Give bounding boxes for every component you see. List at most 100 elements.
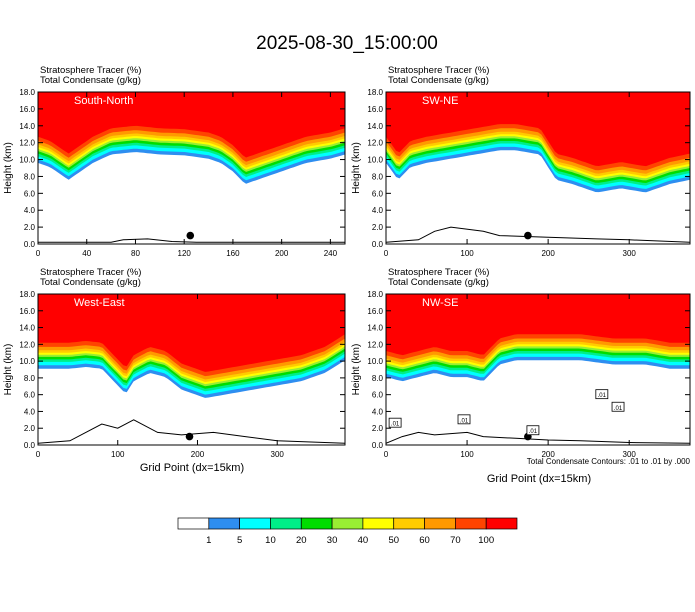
field-header-tracer: Stratosphere Tracer (%) bbox=[388, 65, 489, 76]
x-tick-label: 40 bbox=[82, 249, 91, 258]
colorbar-label: 60 bbox=[419, 535, 430, 546]
colorbar-label: 20 bbox=[296, 535, 307, 546]
contour-label: .01 bbox=[598, 393, 607, 399]
y-tick-label: 16.0 bbox=[19, 307, 35, 316]
colorbar-swatch bbox=[177, 517, 210, 530]
y-tick-label: 10.0 bbox=[19, 357, 35, 366]
tracer-field bbox=[38, 92, 345, 243]
plot-frame bbox=[385, 91, 691, 245]
contour-label: .01 bbox=[614, 406, 623, 412]
tracer-field bbox=[386, 294, 690, 444]
contour-label-box bbox=[457, 414, 471, 425]
field-header-condensate: Total Condensate (g/kg) bbox=[388, 277, 489, 288]
contour-label: .01 bbox=[529, 429, 538, 435]
x-tick-label: 200 bbox=[541, 450, 555, 459]
y-tick-label: 0.0 bbox=[24, 240, 36, 249]
y-tick-label: 4.0 bbox=[372, 206, 384, 215]
y-axis-label: Height (km) bbox=[3, 142, 14, 194]
y-tick-label: 16.0 bbox=[19, 105, 35, 114]
colorbar-label: 10 bbox=[265, 535, 276, 546]
location-marker bbox=[186, 231, 195, 240]
plot-frame bbox=[385, 293, 691, 446]
tracer-band bbox=[38, 294, 345, 372]
contour-label-box bbox=[388, 417, 402, 428]
y-tick-label: 8.0 bbox=[372, 374, 384, 383]
y-tick-label: 14.0 bbox=[19, 122, 35, 131]
contour-label-box bbox=[611, 401, 625, 412]
terrain-line bbox=[386, 431, 690, 444]
x-tick-label: 100 bbox=[460, 450, 474, 459]
y-tick-label: 6.0 bbox=[24, 391, 36, 400]
colorbar-label: 5 bbox=[237, 535, 242, 546]
location-marker bbox=[185, 432, 194, 441]
y-tick-label: 4.0 bbox=[24, 206, 36, 215]
field-header-condensate: Total Condensate (g/kg) bbox=[40, 277, 141, 288]
y-tick-label: 0.0 bbox=[372, 441, 384, 450]
y-tick-label: 8.0 bbox=[372, 172, 384, 181]
colorbar-label: 1 bbox=[206, 535, 211, 546]
y-tick-label: 4.0 bbox=[24, 407, 36, 416]
tracer-band bbox=[38, 92, 345, 158]
y-tick-label: 6.0 bbox=[372, 189, 384, 198]
panel-label: NW-SE bbox=[422, 297, 458, 309]
x-tick-label: 300 bbox=[623, 249, 637, 258]
figure-title: 2025-08-30_15:00:00 bbox=[256, 33, 438, 54]
panel-sw-ne: SW-NE Stratosphere Tracer (%)Total Conden… bbox=[351, 65, 691, 258]
colorbar-swatch bbox=[455, 517, 487, 530]
y-axis-label: Height (km) bbox=[351, 142, 362, 194]
field-header-tracer: Stratosphere Tracer (%) bbox=[388, 267, 489, 278]
y-tick-label: 4.0 bbox=[372, 407, 384, 416]
y-tick-label: 2.0 bbox=[372, 223, 384, 232]
y-tick-label: 12.0 bbox=[367, 340, 383, 349]
field-header-condensate: Total Condensate (g/kg) bbox=[388, 75, 489, 86]
y-tick-label: 14.0 bbox=[367, 122, 383, 131]
colorbar-label: 70 bbox=[450, 535, 461, 546]
y-axis-label: Height (km) bbox=[3, 344, 14, 396]
contour-label: .01 bbox=[391, 422, 400, 428]
x-tick-label: 0 bbox=[36, 450, 41, 459]
x-tick-label: 200 bbox=[191, 450, 205, 459]
y-tick-label: 18.0 bbox=[19, 88, 35, 97]
y-tick-label: 10.0 bbox=[367, 357, 383, 366]
x-tick-label: 200 bbox=[275, 249, 289, 258]
y-tick-label: 18.0 bbox=[367, 88, 383, 97]
y-tick-label: 16.0 bbox=[367, 307, 383, 316]
y-tick-label: 0.0 bbox=[372, 240, 384, 249]
y-tick-label: 8.0 bbox=[24, 374, 36, 383]
y-tick-label: 14.0 bbox=[19, 324, 35, 333]
y-tick-label: 18.0 bbox=[367, 290, 383, 299]
panel-label: West-East bbox=[74, 297, 125, 309]
x-tick-label: 100 bbox=[111, 450, 125, 459]
y-tick-label: 10.0 bbox=[19, 156, 35, 165]
colorbar-swatch bbox=[485, 517, 518, 530]
tracer-field bbox=[38, 294, 345, 444]
x-axis-label-right: Grid Point (dx=15km) bbox=[487, 473, 591, 485]
tracer-band bbox=[386, 294, 690, 356]
tracer-band bbox=[386, 92, 690, 167]
y-tick-label: 12.0 bbox=[367, 139, 383, 148]
plot-frame bbox=[37, 91, 346, 245]
y-tick-label: 10.0 bbox=[367, 156, 383, 165]
x-tick-label: 0 bbox=[36, 249, 41, 258]
tracer-field bbox=[386, 92, 690, 243]
field-header-tracer: Stratosphere Tracer (%) bbox=[40, 267, 141, 278]
panel-west-east: West-East Stratosphere Tracer (%)Total Co… bbox=[3, 267, 346, 459]
x-tick-label: 300 bbox=[271, 450, 285, 459]
contour-label-box bbox=[526, 425, 540, 436]
x-tick-label: 80 bbox=[131, 249, 140, 258]
colorbar-swatch bbox=[239, 517, 271, 530]
x-tick-label: 0 bbox=[384, 249, 389, 258]
x-tick-label: 300 bbox=[623, 450, 637, 459]
y-tick-label: 6.0 bbox=[372, 391, 384, 400]
panel-south-north: South-North Stratosphere Tracer (%)Total … bbox=[3, 65, 346, 258]
y-tick-label: 14.0 bbox=[367, 324, 383, 333]
y-tick-label: 12.0 bbox=[19, 340, 35, 349]
colorbar-label: 30 bbox=[327, 535, 338, 546]
colorbar-label: 40 bbox=[358, 535, 369, 546]
colorbar-swatch bbox=[393, 517, 425, 530]
x-tick-label: 160 bbox=[226, 249, 240, 258]
panel-label: SW-NE bbox=[422, 95, 458, 107]
location-marker bbox=[524, 231, 532, 240]
field-header-condensate: Total Condensate (g/kg) bbox=[40, 75, 141, 86]
